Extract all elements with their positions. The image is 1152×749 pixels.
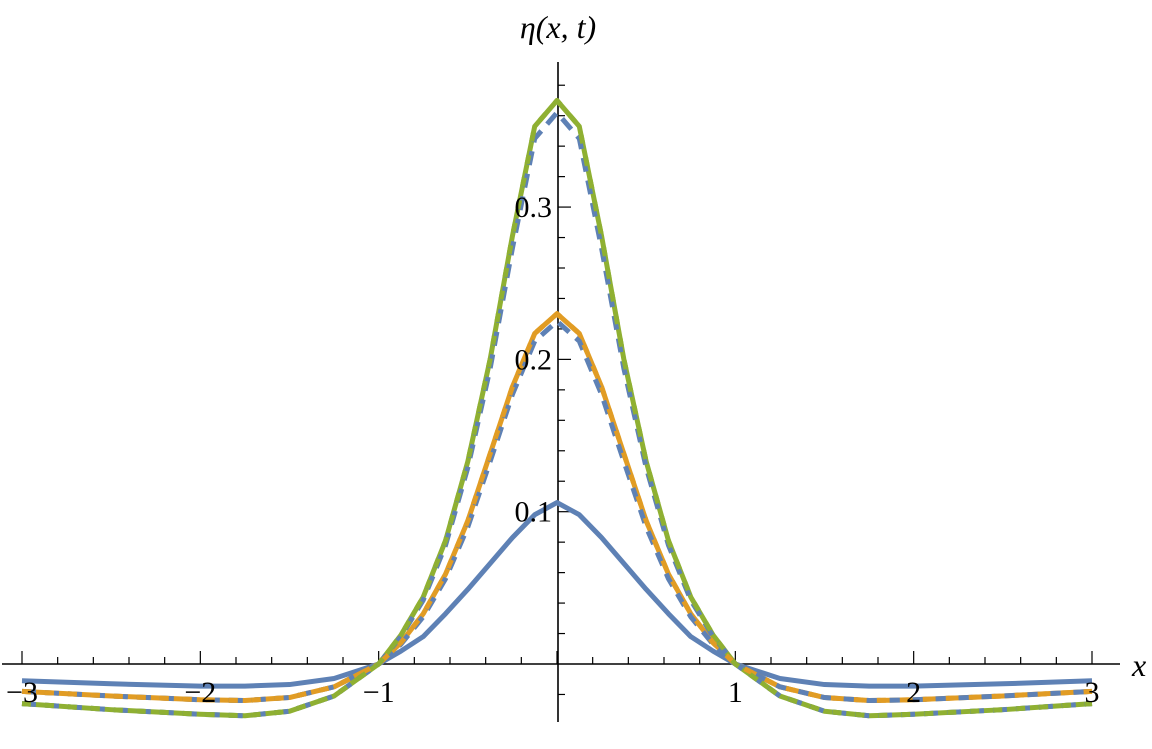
x-tick-label: 3 [1085, 676, 1100, 709]
x-tick-label: 1 [728, 676, 743, 709]
series-line-5 [21, 110, 1093, 719]
series-line-3 [21, 318, 1093, 704]
y-tick-labels: 0.1 0.2 0.3 [515, 191, 553, 529]
x-axis-title: x [1131, 647, 1146, 683]
labels: x η(x, t) −3 −2 −1 1 2 3 0.1 0.2 0.3 [6, 9, 1146, 709]
y-axis-title: η(x, t) [520, 9, 596, 45]
y-tick-label: 0.2 [515, 343, 553, 376]
series-line-4 [21, 97, 1093, 719]
x-tick-label: −3 [6, 676, 38, 709]
x-tick-label: 2 [906, 676, 921, 709]
x-tick-labels: −3 −2 −1 1 2 3 [6, 676, 1099, 709]
axes [2, 62, 1120, 722]
x-tick-label: −1 [363, 676, 395, 709]
series-line-1 [21, 500, 1093, 689]
y-tick-label: 0.3 [515, 191, 553, 224]
y-ticks [558, 84, 571, 696]
series-layer [21, 97, 1093, 719]
x-tick-label: −2 [184, 676, 216, 709]
x-ticks [21, 651, 1093, 664]
series-line-6 [21, 311, 1093, 704]
series-line-7 [21, 97, 1093, 719]
y-tick-label: 0.1 [515, 496, 553, 529]
series-line-2 [21, 311, 1093, 704]
